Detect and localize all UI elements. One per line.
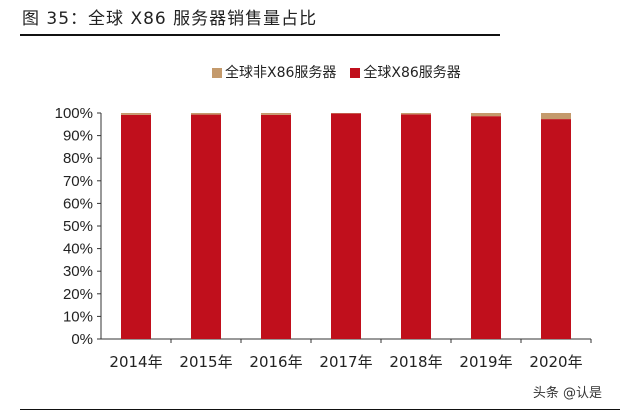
- legend-item-x86: 全球X86服务器: [350, 62, 461, 82]
- legend-swatch: [212, 68, 222, 78]
- x-tick-label: 2020年: [529, 353, 582, 371]
- x-tick-label: 2019年: [459, 353, 512, 371]
- y-tick-label: 80%: [63, 150, 93, 167]
- x-tick-label: 2018年: [389, 353, 442, 371]
- bar-x86: [331, 113, 361, 340]
- y-tick-label: 0%: [71, 331, 93, 348]
- y-tick-label: 100%: [55, 105, 93, 122]
- x-tick-label: 2016年: [249, 353, 302, 371]
- legend-label: 全球X86服务器: [363, 65, 461, 81]
- bar-non-x86: [261, 113, 291, 115]
- x-tick-label: 2014年: [109, 353, 162, 371]
- y-tick-label: 50%: [63, 218, 93, 235]
- y-tick-label: 40%: [63, 241, 93, 258]
- bar-non-x86: [541, 113, 571, 120]
- bottom-rule: [20, 409, 620, 410]
- x-tick-label: 2015年: [179, 353, 232, 371]
- bar-x86: [121, 114, 151, 339]
- y-tick-label: 70%: [63, 173, 93, 190]
- bar-non-x86: [401, 113, 431, 115]
- bar-x86: [401, 114, 431, 339]
- legend-swatch: [350, 68, 361, 78]
- x-tick-label: 2017年: [319, 353, 372, 371]
- title-rule: [20, 34, 500, 36]
- bar-non-x86: [121, 113, 151, 115]
- y-tick-label: 10%: [63, 308, 93, 325]
- watermark: 头条 @认是: [532, 386, 602, 401]
- y-tick-label: 60%: [63, 195, 93, 212]
- bar-x86: [541, 119, 571, 340]
- legend-item-non-x86: 全球非X86服务器: [212, 62, 336, 82]
- legend-label: 全球非X86服务器: [225, 65, 337, 81]
- chart-title: 图 35：全球 X86 服务器销售量占比: [22, 9, 318, 29]
- y-tick-label: 90%: [63, 128, 93, 145]
- legend: 全球非X86服务器 全球X86服务器: [212, 62, 461, 82]
- bar-non-x86: [471, 113, 501, 117]
- y-tick-label: 20%: [63, 286, 93, 303]
- bar-x86: [471, 116, 501, 339]
- bar-x86: [191, 114, 221, 339]
- y-tick-label: 30%: [63, 263, 93, 280]
- bar-non-x86: [191, 113, 221, 115]
- bar-x86: [261, 114, 291, 339]
